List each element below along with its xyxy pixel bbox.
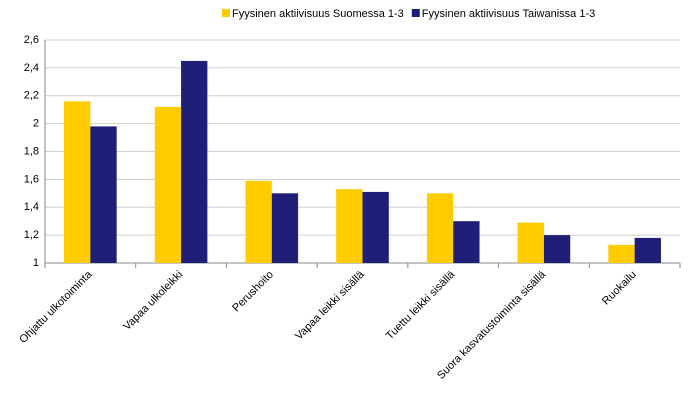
y-tick-label: 2,2 [24, 90, 39, 102]
bar [362, 191, 389, 263]
y-tick-label: 1,2 [24, 229, 39, 241]
x-tick-label: Tuettu leikki sisällä [384, 268, 458, 342]
x-tick-label: Suora kasvatustoiminta sisällä [435, 268, 549, 382]
y-tick-label: 1,8 [24, 145, 39, 157]
x-tick-label: Vapaa leikki sisällä [293, 268, 367, 342]
bar [154, 106, 182, 264]
x-tick-label: Vapaa ulkoleikki [121, 269, 185, 333]
bar [543, 235, 571, 263]
y-tick-label: 1,6 [24, 173, 39, 185]
bar [245, 180, 272, 263]
bar [608, 244, 635, 263]
y-tick-label: 1 [33, 257, 39, 269]
y-tick-label: 2,4 [24, 62, 39, 74]
bar [181, 60, 208, 263]
bar [453, 221, 480, 263]
legend-swatch [222, 9, 230, 17]
bar [426, 193, 454, 263]
bar [336, 189, 363, 263]
bar [64, 101, 91, 263]
bar [90, 126, 117, 263]
x-tick-label: Ohjattu ulkotoiminta [17, 268, 95, 346]
x-tick-label: Perushoito [230, 269, 276, 315]
bar [634, 237, 661, 263]
legend-label: Fyysinen aktiivisuus Suomessa 1-3 [232, 8, 404, 20]
bar [271, 193, 299, 263]
legend-swatch [411, 9, 420, 17]
x-tick-label: Ruokailu [600, 269, 639, 308]
legend-label: Fyysinen aktiivisuus Taiwanissa 1-3 [422, 8, 595, 20]
y-tick-label: 2 [33, 118, 39, 130]
bar [517, 222, 544, 263]
y-tick-label: 2,6 [24, 34, 39, 46]
y-tick-label: 1,4 [24, 201, 39, 213]
